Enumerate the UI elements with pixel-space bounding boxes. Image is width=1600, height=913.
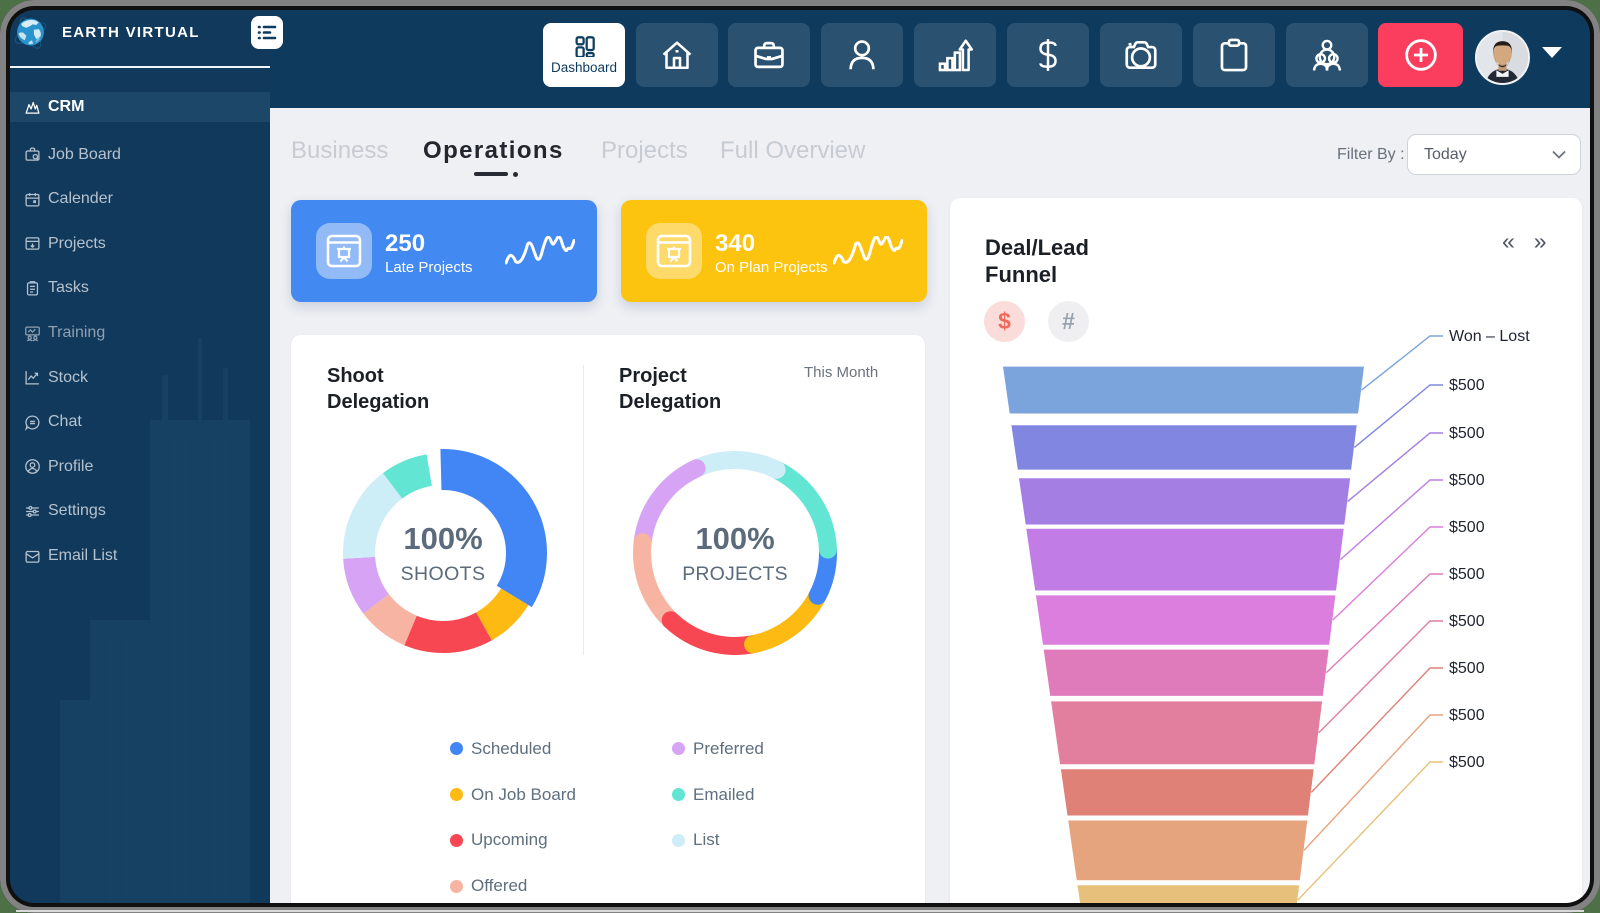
svg-text:$500: $500 [1449,519,1485,536]
svg-text:$500: $500 [1449,425,1485,442]
svg-text:$500: $500 [1449,660,1485,677]
svg-text:$500: $500 [1449,613,1485,630]
svg-text:$500: $500 [1449,472,1485,489]
svg-text:Won – Lost: Won – Lost [1449,328,1530,345]
svg-text:$500: $500 [1449,566,1485,583]
svg-text:$500: $500 [1449,707,1485,724]
svg-text:$500: $500 [1449,754,1485,771]
svg-text:$500: $500 [1449,377,1485,394]
